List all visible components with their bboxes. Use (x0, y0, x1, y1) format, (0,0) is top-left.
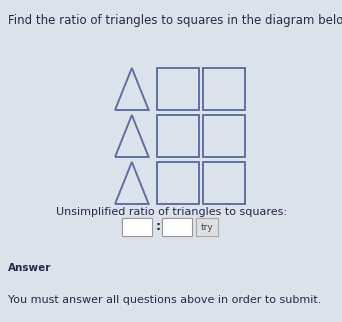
Bar (157, 115, 199, 157)
Bar (157, 68, 199, 110)
Text: Unsimplified ratio of triangles to squares:: Unsimplified ratio of triangles to squar… (55, 207, 287, 217)
Bar (203, 115, 245, 157)
Bar (122, 218, 152, 236)
Text: Answer: Answer (8, 263, 51, 273)
Bar (203, 68, 245, 110)
Bar (162, 218, 192, 236)
Text: Find the ratio of triangles to squares in the diagram below.: Find the ratio of triangles to squares i… (8, 14, 342, 27)
Bar (157, 162, 199, 204)
Text: try: try (201, 223, 213, 232)
Bar (203, 162, 245, 204)
Text: :: : (156, 221, 161, 233)
Text: You must answer all questions above in order to submit.: You must answer all questions above in o… (8, 295, 321, 305)
Bar (196, 218, 218, 236)
